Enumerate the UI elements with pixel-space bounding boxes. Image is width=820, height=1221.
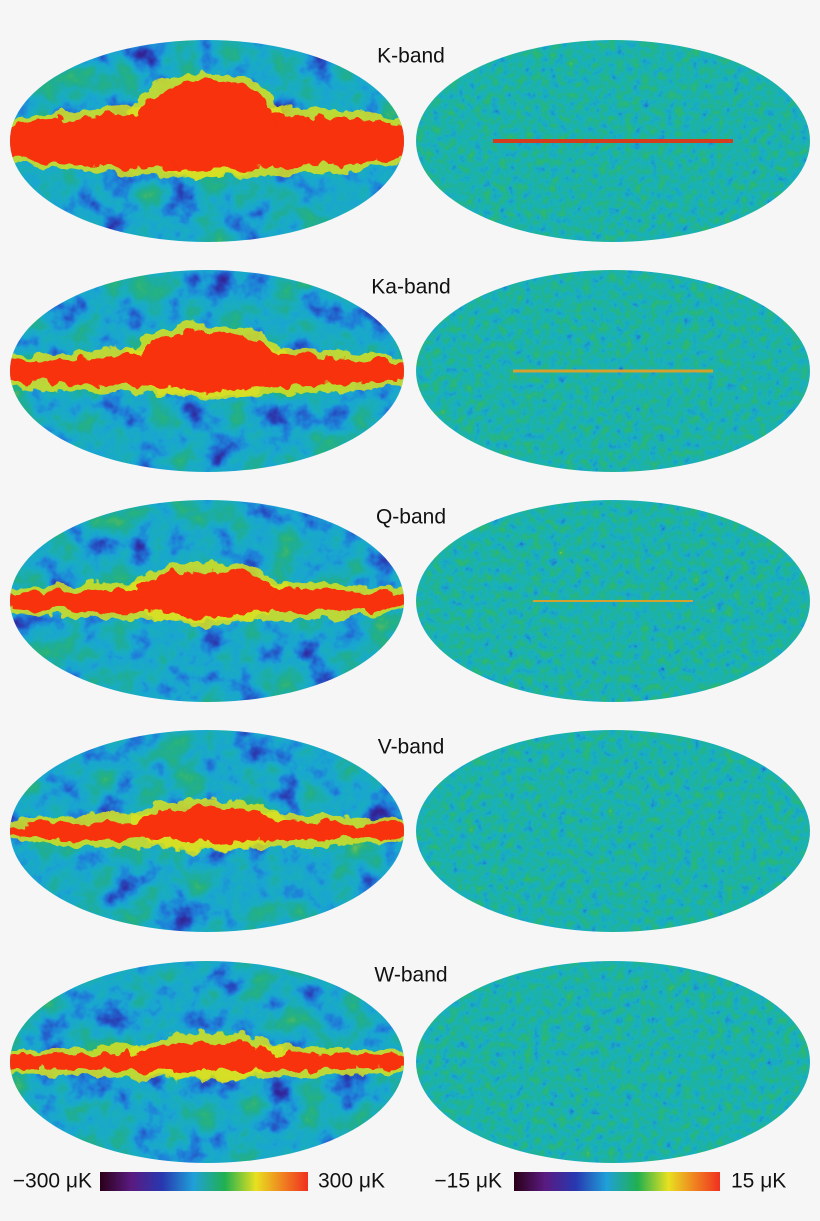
galactic-plane [10, 71, 404, 178]
bulge-core [137, 331, 277, 392]
residual-map [416, 730, 810, 932]
bulge-core [137, 569, 277, 618]
plane-shape [10, 1032, 404, 1081]
panel-title: Q-band [376, 506, 446, 529]
panel-title: W-band [374, 964, 447, 987]
colorbar-min-label: −300 μK [13, 1170, 92, 1193]
panel-title: K-band [377, 45, 445, 68]
galactic-plane [10, 799, 404, 851]
colorbar [100, 1172, 308, 1191]
galactic-plane [10, 1032, 404, 1081]
bulge-core [137, 1040, 277, 1073]
residual-plane [513, 369, 713, 373]
residual-map [416, 961, 810, 1163]
residual-plane [493, 139, 733, 143]
galactic-plane [10, 323, 404, 400]
galactic-plane [10, 561, 404, 626]
plane-shape [10, 561, 404, 626]
plane-shape [10, 71, 404, 178]
bulge-core [137, 807, 277, 843]
plane-shape [10, 323, 404, 400]
panel-title: V-band [378, 736, 445, 759]
residual-plane [533, 600, 693, 602]
colorbar [514, 1172, 720, 1191]
colorbar-max-label: 15 μK [731, 1170, 786, 1193]
bulge-core [137, 79, 277, 170]
panel-title: Ka-band [371, 276, 450, 299]
plane-shape [10, 799, 404, 851]
colorbar-min-label: −15 μK [434, 1170, 502, 1193]
colorbar-max-label: 300 μK [318, 1170, 385, 1193]
